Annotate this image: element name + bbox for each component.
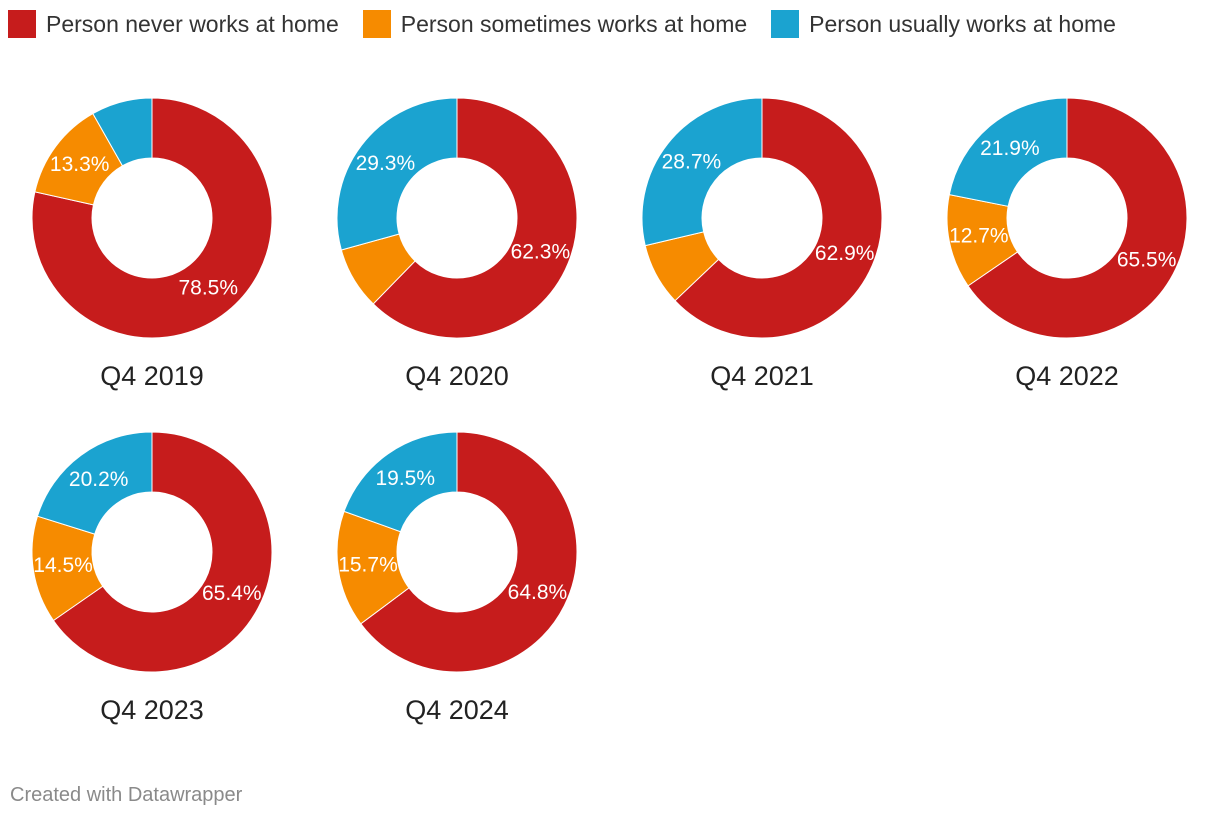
panel-title: Q4 2023 bbox=[100, 695, 204, 725]
panel-title: Q4 2021 bbox=[710, 361, 814, 391]
donut-chart-q4-2019: 78.5% 13.3% Q4 2019 bbox=[31, 97, 273, 391]
slice-label-never: 62.9% bbox=[815, 242, 875, 265]
slice-label-usually: 29.3% bbox=[356, 152, 416, 175]
slice-never bbox=[31, 97, 273, 339]
slice-never bbox=[674, 97, 883, 339]
donut-chart-q4-2020: 62.3% 29.3% Q4 2020 bbox=[336, 97, 578, 391]
legend-swatch-never bbox=[8, 10, 36, 38]
panel-title: Q4 2024 bbox=[405, 695, 509, 725]
slice-label-never: 65.4% bbox=[202, 582, 262, 605]
slice-never bbox=[360, 431, 578, 673]
donut-charts-grid: 78.5% 13.3% Q4 2019 62.3% 29.3% Q4 2020 62.9% 2… bbox=[31, 97, 1188, 725]
panel-title: Q4 2019 bbox=[100, 361, 204, 391]
donut-chart-q4-2021: 62.9% 28.7% Q4 2021 bbox=[641, 97, 883, 391]
slice-usually bbox=[36, 431, 153, 535]
legend-label-never: Person never works at home bbox=[46, 10, 339, 37]
slice-label-usually: 28.7% bbox=[662, 151, 722, 174]
legend-item-sometimes: Person sometimes works at home bbox=[362, 10, 748, 38]
datawrapper-credit: Created with Datawrapper bbox=[10, 784, 243, 806]
slice-never bbox=[52, 431, 273, 673]
legend-label-sometimes: Person sometimes works at home bbox=[400, 10, 748, 37]
chart-legend: Person never works at home Person someti… bbox=[8, 8, 1140, 40]
slice-label-sometimes: 15.7% bbox=[338, 554, 398, 577]
slice-usually bbox=[336, 97, 458, 251]
slice-label-sometimes: 14.5% bbox=[33, 554, 93, 577]
slice-usually bbox=[641, 97, 763, 247]
slice-usually bbox=[343, 431, 458, 533]
legend-label-usually: Person usually works at home bbox=[809, 10, 1116, 37]
slice-never bbox=[967, 97, 1188, 339]
donut-chart-q4-2023: 65.4% 14.5% 20.2% Q4 2023 bbox=[31, 431, 273, 725]
slice-usually bbox=[948, 97, 1068, 207]
legend-item-usually: Person usually works at home bbox=[771, 10, 1116, 38]
legend-swatch-usually bbox=[771, 10, 800, 38]
slice-usually bbox=[92, 97, 153, 167]
slice-label-usually: 19.5% bbox=[375, 467, 435, 490]
slice-label-sometimes: 12.7% bbox=[949, 225, 1009, 248]
slice-label-usually: 21.9% bbox=[980, 137, 1040, 160]
panel-title: Q4 2022 bbox=[1015, 361, 1119, 391]
slice-never bbox=[372, 97, 578, 339]
panel-title: Q4 2020 bbox=[405, 361, 509, 391]
slice-label-never: 65.5% bbox=[1117, 248, 1177, 271]
legend-item-never: Person never works at home bbox=[8, 10, 339, 38]
slice-label-never: 78.5% bbox=[178, 277, 238, 300]
slice-label-sometimes: 13.3% bbox=[50, 153, 110, 176]
slice-label-never: 64.8% bbox=[508, 581, 568, 604]
legend-swatch-sometimes bbox=[362, 10, 391, 38]
slice-label-usually: 20.2% bbox=[69, 468, 129, 491]
donut-chart-q4-2022: 65.5% 12.7% 21.9% Q4 2022 bbox=[946, 97, 1188, 391]
donut-chart-q4-2024: 64.8% 15.7% 19.5% Q4 2024 bbox=[336, 431, 578, 725]
slice-label-never: 62.3% bbox=[511, 240, 571, 263]
